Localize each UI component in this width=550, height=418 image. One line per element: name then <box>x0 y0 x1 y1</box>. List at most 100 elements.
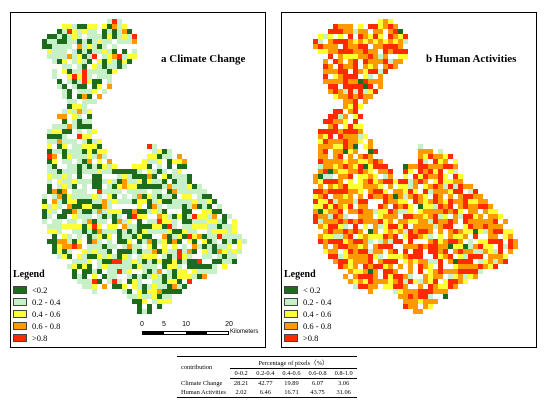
map-pixel <box>358 29 363 34</box>
map-pixel <box>87 194 92 199</box>
map-pixel <box>132 54 137 59</box>
map-pixel <box>112 164 117 169</box>
map-pixel <box>107 274 112 279</box>
map-pixel <box>137 274 142 279</box>
map-pixel <box>498 239 503 244</box>
map-pixel <box>142 264 147 269</box>
map-pixel <box>383 224 388 229</box>
map-pixel <box>338 199 343 204</box>
map-pixel <box>182 209 187 214</box>
map-pixel <box>358 139 363 144</box>
map-pixel <box>167 199 172 204</box>
map-pixel <box>62 239 67 244</box>
map-pixel <box>192 274 197 279</box>
map-pixel <box>107 269 112 274</box>
map-pixel <box>433 209 438 214</box>
map-pixel <box>333 24 338 29</box>
map-pixel <box>102 214 107 219</box>
map-pixel <box>87 169 92 174</box>
map-pixel <box>373 89 378 94</box>
map-pixel <box>72 264 77 269</box>
map-pixel <box>448 229 453 234</box>
map-pixel <box>152 264 157 269</box>
map-pixel <box>353 54 358 59</box>
map-pixel <box>318 129 323 134</box>
map-pixel <box>102 284 107 289</box>
map-pixel <box>187 194 192 199</box>
map-pixel <box>207 219 212 224</box>
map-pixel <box>438 164 443 169</box>
map-pixel <box>368 94 373 99</box>
map-title-climate-change: a Climate Change <box>161 53 246 65</box>
map-pixel <box>333 84 338 89</box>
map-pixel <box>97 74 102 79</box>
map-pixel <box>67 129 72 134</box>
map-pixel <box>408 189 413 194</box>
map-pixel <box>448 169 453 174</box>
map-pixel <box>478 239 483 244</box>
map-pixel <box>127 219 132 224</box>
map-pixel <box>423 259 428 264</box>
map-pixel <box>373 264 378 269</box>
map-pixel <box>403 304 408 309</box>
map-pixel <box>373 194 378 199</box>
map-pixel <box>157 169 162 174</box>
map-pixel <box>77 209 82 214</box>
map-pixel <box>493 239 498 244</box>
map-pixel <box>197 214 202 219</box>
map-pixel <box>87 59 92 64</box>
map-pixel <box>468 184 473 189</box>
map-pixel <box>358 44 363 49</box>
map-pixel <box>142 234 147 239</box>
map-pixel <box>508 249 513 254</box>
map-pixel <box>353 149 358 154</box>
map-pixel <box>127 254 132 259</box>
map-pixel <box>47 144 52 149</box>
map-pixel <box>478 199 483 204</box>
map-pixel <box>468 249 473 254</box>
map-pixel <box>378 234 383 239</box>
map-pixel <box>363 159 368 164</box>
map-pixel <box>157 159 162 164</box>
map-pixel <box>117 219 122 224</box>
map-pixel <box>42 214 47 219</box>
legend-swatch <box>284 334 298 342</box>
map-pixel <box>92 44 97 49</box>
map-pixel <box>67 79 72 84</box>
map-pixel <box>438 254 443 259</box>
map-pixel <box>358 54 363 59</box>
map-pixel <box>187 229 192 234</box>
map-pixel <box>122 29 127 34</box>
map-pixel <box>338 39 343 44</box>
map-pixel <box>122 59 127 64</box>
map-pixel <box>72 29 77 34</box>
map-pixel <box>343 144 348 149</box>
map-pixel <box>142 239 147 244</box>
map-pixel <box>217 219 222 224</box>
map-pixel <box>122 209 127 214</box>
map-pixel <box>503 259 508 264</box>
map-pixel <box>137 184 142 189</box>
map-pixel <box>182 189 187 194</box>
map-pixel <box>388 179 393 184</box>
map-pixel <box>122 224 127 229</box>
map-pixel <box>443 214 448 219</box>
map-pixel <box>313 204 318 209</box>
map-pixel <box>177 284 182 289</box>
map-pixel <box>358 249 363 254</box>
map-pixel <box>423 174 428 179</box>
map-pixel <box>187 209 192 214</box>
map-pixel <box>127 229 132 234</box>
map-pixel <box>423 224 428 229</box>
map-pixel <box>388 279 393 284</box>
map-pixel <box>438 229 443 234</box>
map-pixel <box>448 219 453 224</box>
map-pixel <box>328 224 333 229</box>
map-pixel <box>378 164 383 169</box>
map-pixel <box>132 274 137 279</box>
map-pixel <box>152 169 157 174</box>
map-pixel <box>358 24 363 29</box>
map-pixel <box>458 249 463 254</box>
map-pixel <box>87 264 92 269</box>
map-pixel <box>102 219 107 224</box>
